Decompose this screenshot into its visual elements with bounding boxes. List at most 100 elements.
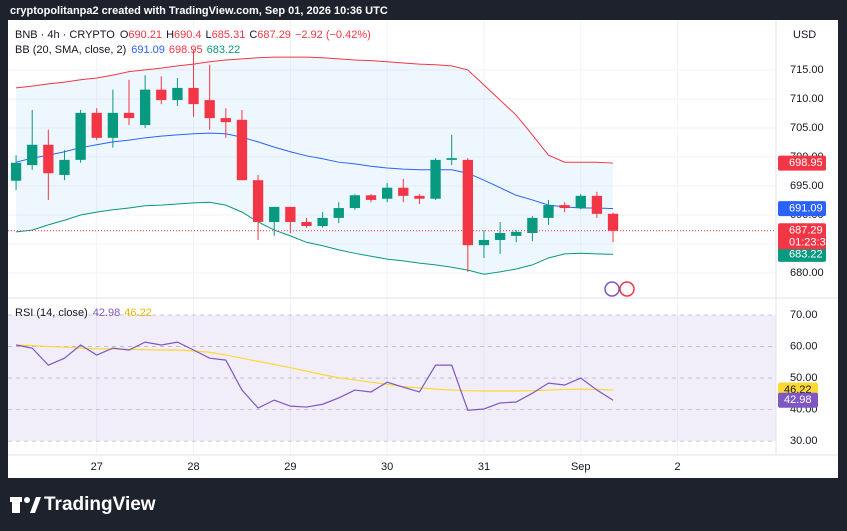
candle-body [75, 112, 86, 160]
candle-body [204, 100, 215, 119]
logo-mark [30, 497, 41, 513]
candle-body [10, 162, 22, 181]
x-tick-label: 30 [381, 461, 393, 473]
bb-basis-value: 691.09 [131, 44, 165, 56]
candle-body [236, 119, 248, 181]
plot: 680.00685.00690.00695.00700.00705.00710.… [8, 20, 832, 473]
candle-body [317, 217, 328, 227]
candle-body [301, 221, 312, 227]
y-tick-label: 30.00 [790, 435, 818, 447]
candle-body [349, 195, 361, 209]
rsi-value: 42.98 [93, 307, 121, 319]
y-tick-label: 715.00 [790, 64, 824, 76]
x-tick-label: 29 [284, 461, 296, 473]
rsi-tag [778, 392, 818, 408]
candle-body [414, 195, 425, 199]
y-tick-label: 695.00 [790, 180, 824, 192]
candle-body [252, 180, 264, 222]
ohlc-label: L [206, 29, 212, 41]
bb-name: BB (20, SMA, close, 2) [15, 44, 126, 56]
countdown: 01:23:36 [789, 237, 832, 249]
ohlc-label: H [166, 29, 174, 41]
candle-body [591, 195, 603, 214]
candle-body [27, 144, 38, 166]
candle-body [156, 89, 167, 101]
y-tick-label: 680.00 [790, 267, 824, 279]
y-tick-label: 60.00 [790, 340, 818, 352]
candle-body [462, 159, 473, 246]
x-tick-label: 31 [478, 461, 490, 473]
candle-body [333, 208, 344, 218]
logo-mark [12, 497, 20, 513]
candle-body [381, 187, 393, 199]
rsi-tag-label: 42.98 [784, 394, 812, 406]
logo-mark [24, 497, 30, 503]
ohlc-value: 690.21 [128, 29, 162, 41]
candle-body [188, 87, 199, 105]
price-tag-label: 698.95 [789, 157, 823, 169]
candle-body [365, 195, 377, 200]
x-tick-label: 27 [91, 461, 103, 473]
price-tag [778, 201, 826, 217]
candle-body [543, 205, 554, 218]
y-tick-label: 50.00 [790, 372, 818, 384]
ohlc-value: 687.29 [257, 29, 291, 41]
price-tag-label: 683.22 [789, 248, 823, 260]
price-tag-label: 691.09 [789, 203, 823, 215]
price-tag [778, 223, 826, 250]
bb-lower-value: 683.22 [207, 44, 241, 56]
candle-body [107, 112, 119, 138]
candle-body [172, 87, 183, 101]
candle-body [430, 159, 441, 199]
logo-mark [10, 497, 22, 502]
candle-body [398, 187, 409, 196]
candle-body [91, 112, 102, 138]
price-tag-label: 687.29 [789, 225, 823, 237]
ohlc-value: 690.4 [174, 29, 202, 41]
x-tick-label: 2 [675, 461, 681, 473]
logo-text: TradingView [44, 494, 156, 515]
indicator-icons [604, 281, 635, 297]
candle-body [494, 232, 506, 240]
candle-body [59, 159, 70, 175]
price-tag [778, 155, 826, 171]
candle-body [575, 195, 586, 209]
x-tick-label: Sep [571, 461, 591, 473]
y-tick-label: 705.00 [790, 122, 824, 134]
rsi-legend: RSI (14, close) 42.98 46.22 [15, 307, 152, 319]
symbol: BNB · 4h · CRYPTO [15, 29, 115, 41]
icon [619, 281, 635, 297]
candle-body [559, 205, 570, 209]
candle-body [285, 206, 296, 222]
currency: USD [793, 29, 816, 41]
candle-body [269, 206, 280, 222]
rsi-line [15, 341, 614, 411]
ohlc-label: O [120, 29, 129, 41]
candle-body [511, 231, 522, 236]
ohlc-label: C [249, 29, 257, 41]
y-tick-label: 710.00 [790, 93, 824, 105]
bb-upper-line [16, 56, 614, 164]
icon [604, 281, 620, 297]
credit: cryptopolitanpa2 created with TradingVie… [10, 5, 388, 17]
candle-body [446, 158, 457, 160]
rsi-ma-value: 46.22 [124, 307, 152, 319]
y-tick-label: 70.00 [790, 309, 818, 321]
candle-body [607, 213, 619, 231]
ohlc-value: 685.31 [212, 29, 246, 41]
bb-basis-line [15, 132, 614, 210]
bb-lower-line [16, 201, 614, 275]
candle-body [139, 89, 151, 126]
bb-upper-value: 698.95 [169, 44, 203, 56]
logo: TradingView [10, 494, 156, 515]
price-legend: BNB · 4h · CRYPTO O690.21 H690.4 L685.31 C68… [15, 29, 371, 41]
candle-body [478, 239, 490, 246]
change: −2.92 (−0.42%) [295, 29, 371, 41]
candle-body [220, 118, 231, 123]
candle-body [43, 144, 54, 174]
x-tick-label: 28 [187, 461, 199, 473]
rsi-name: RSI (14, close) [15, 307, 88, 319]
bb-legend: BB (20, SMA, close, 2) 691.09 698.95 683.22 [15, 44, 240, 56]
